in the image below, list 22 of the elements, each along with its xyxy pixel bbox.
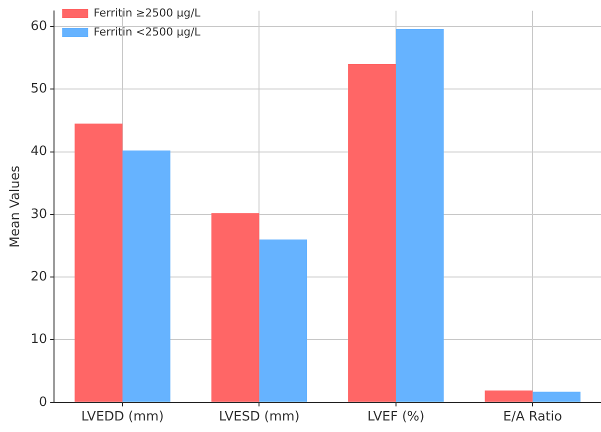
y-tick-label: 20: [30, 269, 48, 284]
bar: [484, 390, 533, 402]
bar: [122, 150, 170, 402]
x-tick-label: LVEDD (mm): [81, 410, 164, 425]
y-tick-label: 10: [30, 332, 48, 348]
y-tick-label: 60: [30, 18, 48, 34]
x-tick-label: LVEF (%): [367, 410, 424, 425]
legend-label: Ferritin <2500 µg/L: [94, 25, 202, 38]
y-tick-label: 30: [30, 206, 48, 222]
bar: [396, 28, 444, 402]
bar: [348, 64, 396, 402]
x-tick-label: LVESD (mm): [218, 410, 300, 425]
y-tick-label: 0: [38, 394, 48, 410]
bar: [259, 239, 308, 402]
x-tick-label: E/A Ratio: [503, 410, 562, 425]
bar: [532, 392, 580, 402]
bar: [211, 213, 260, 402]
bar: [74, 124, 122, 402]
legend-label: Ferritin ≥2500 µg/L: [94, 6, 202, 20]
y-tick-label: 40: [30, 144, 48, 160]
y-tick-label: 50: [30, 81, 48, 96]
y-axis-title: Mean Values: [8, 165, 24, 248]
